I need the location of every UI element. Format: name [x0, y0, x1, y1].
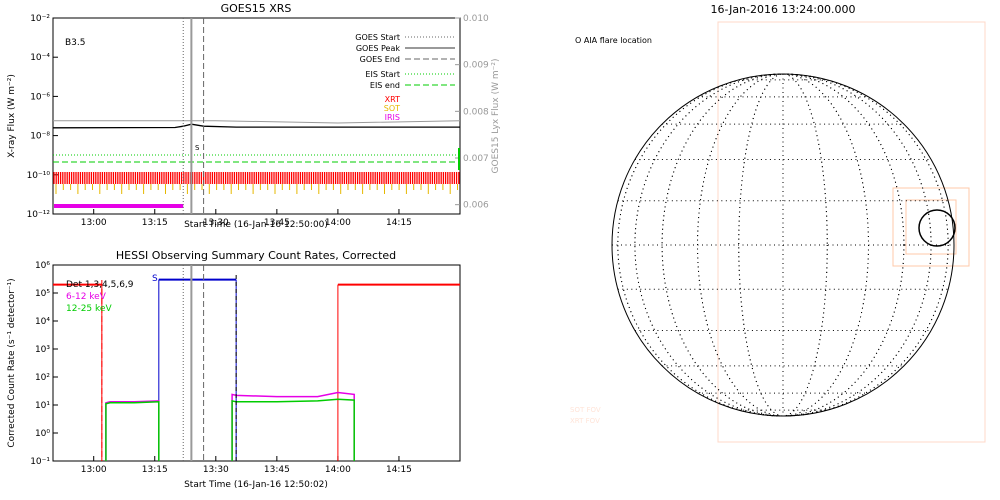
goes-y2-ticks: 0.006 0.007 0.008 0.009 0.010: [455, 14, 489, 211]
legend-label: IRIS: [385, 113, 400, 122]
legend-label: Det 1,3,4,5,6,9: [66, 280, 134, 290]
x-tick-label: 14:15: [386, 218, 412, 228]
disk-title: 16-Jan-2016 13:24:00.000: [711, 3, 856, 16]
y-tick-label: 10¹: [35, 401, 50, 411]
hessi-series: [105, 391, 355, 461]
disk-legend: O AIA flare location: [575, 36, 652, 45]
hessi-legend: Det 1,3,4,5,6,9 6-12 keV 12-25 keV: [66, 280, 134, 314]
x-tick-label: 13:45: [264, 218, 290, 228]
fov-label-sot: SOT FOV: [570, 406, 601, 414]
solar-limb: [611, 73, 955, 417]
legend-label: GOES End: [360, 55, 400, 64]
y-tick-label: 10⁵: [35, 289, 50, 299]
goes-legend: GOES Start GOES Peak GOES End EIS Start EIS …: [355, 33, 455, 122]
heliographic-grid: [612, 73, 954, 417]
legend-label: EIS end: [370, 81, 400, 90]
hessi-xlabel: Start Time (16-Jan-16 12:50:02): [184, 480, 328, 490]
hessi-event-lines: [101, 265, 237, 461]
meridian: [617, 73, 949, 417]
legend-label: 12-25 keV: [66, 304, 112, 314]
goes-x-ticks: 13:00 13:15 13:30 13:45 14:00 14:15: [81, 209, 412, 228]
solar-disk-panel: 16-Jan-2016 13:24:00.000 O AIA flare loc…: [570, 3, 986, 443]
series-line-12-25-kev: [105, 401, 160, 461]
fov-label-xrt: XRT FOV: [570, 417, 600, 425]
x-tick-label: 14:00: [325, 465, 351, 475]
x-tick-label: 14:00: [325, 218, 351, 228]
y2-tick-label: 0.007: [463, 154, 489, 164]
y2-tick-label: 0.006: [463, 201, 489, 211]
goes-marker-label: S: [195, 144, 200, 152]
fov-rect-xrt: [892, 187, 970, 267]
goes-plot-frame: [52, 17, 461, 215]
x-tick-label: 13:15: [142, 465, 168, 475]
y2-tick-label: 0.009: [463, 61, 489, 71]
x-tick-label: 13:30: [203, 465, 229, 475]
y-tick-label: 10⁶: [35, 261, 50, 271]
fov-rect-outer: [717, 21, 986, 443]
x-tick-label: 13:00: [81, 218, 107, 228]
series-line-lyman-alpha: [53, 120, 461, 124]
y-tick-label: 10⁰: [35, 429, 50, 439]
x-tick-label: 13:15: [142, 218, 168, 228]
y-tick-label: 10²: [35, 373, 50, 383]
flare-location-marker: [918, 209, 956, 247]
goes-event-lines: [53, 18, 460, 214]
hessi-panel: HESSI Observing Summary Count Rates, Cor…: [7, 249, 461, 490]
y2-tick-label: 0.008: [463, 107, 489, 117]
goes-ylabel-right: GOES15 Lyx Flux (W m⁻²): [491, 59, 501, 174]
y-tick-label: 10⁻¹²: [27, 210, 51, 220]
x-tick-label: 13:45: [264, 465, 290, 475]
goes-ylabel: X-ray Flux (W m⁻²): [7, 74, 17, 158]
hessi-x-ticks: 13:00 13:15 13:30 13:45 14:00 14:15: [81, 456, 412, 475]
y-tick-label: 10⁻¹⁰: [27, 171, 51, 181]
x-tick-label: 14:15: [386, 465, 412, 475]
goes-title: GOES15 XRS: [221, 2, 292, 15]
series-line-6-12-kev: [231, 391, 355, 461]
y-tick-label: 10⁻⁴: [30, 53, 50, 63]
legend-label: GOES Peak: [356, 44, 401, 53]
hessi-flags: [53, 278, 460, 461]
hessi-plot-frame: [52, 264, 461, 462]
goes-xlabel: Start Time (16-Jan-16 12:50:00): [184, 220, 328, 230]
x-tick-label: 13:00: [81, 465, 107, 475]
y-tick-label: 10⁻⁸: [30, 132, 50, 142]
y-tick-label: 10⁻⁶: [30, 92, 50, 102]
y2-tick-label: 0.010: [463, 14, 489, 24]
y-tick-label: 10⁴: [35, 317, 50, 327]
series-line-6-12-kev: [105, 400, 160, 461]
series-line-xrs-long: [52, 123, 460, 129]
hessi-marker-label: S: [152, 274, 158, 284]
x-tick-label: 13:30: [203, 218, 229, 228]
hessi-title: HESSI Observing Summary Count Rates, Cor…: [116, 249, 396, 262]
legend-label: 6-12 keV: [66, 292, 107, 302]
hessi-ylabel: Corrected Count Rate (s⁻¹ detector⁻¹): [7, 278, 17, 447]
y-tick-label: 10⁻²: [30, 14, 50, 24]
meridian: [661, 73, 905, 417]
series-line-12-25-kev: [231, 398, 355, 461]
goes-xrs-panel: GOES15 XRS B3.5 S Start Time (16-Jan-16 …: [7, 2, 501, 230]
goes-observation-bars: [53, 172, 460, 208]
legend-label: GOES Start: [355, 33, 400, 42]
legend-label: EIS Start: [365, 70, 400, 79]
legend-label: SOT: [384, 104, 400, 113]
goes-class-annotation: B3.5: [65, 38, 86, 48]
legend-label: XRT: [385, 95, 400, 104]
hessi-y-ticks: 10⁻¹ 10⁰ 10¹ 10² 10³ 10⁴ 10⁵ 10⁶: [30, 261, 58, 467]
y-tick-label: 10⁻¹: [30, 457, 50, 467]
meridian: [738, 73, 828, 417]
y-tick-label: 10³: [35, 345, 50, 355]
